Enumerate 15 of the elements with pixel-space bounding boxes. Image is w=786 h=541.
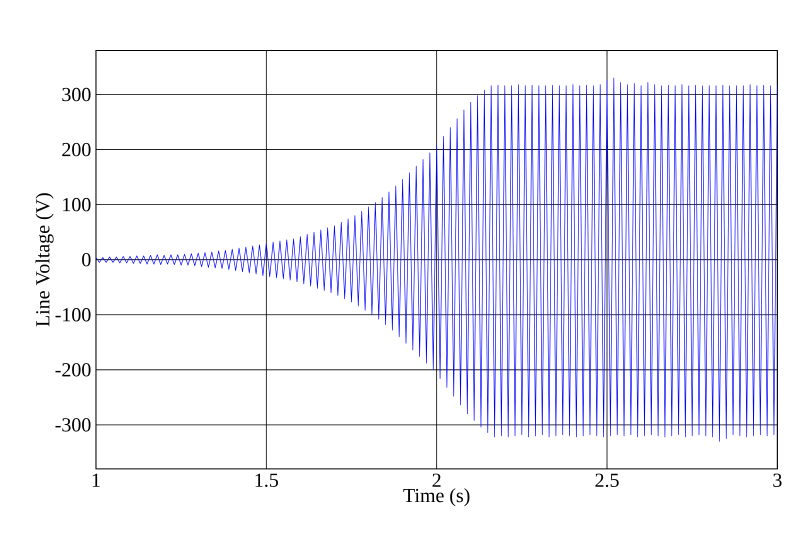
x-tick-label: 3 [773, 474, 782, 488]
x-tick-label: 2.5 [595, 474, 619, 488]
y-tick-label: 0 [82, 253, 91, 266]
x-axis-title: Time (s) [403, 488, 470, 506]
y-tick-label: -300 [56, 418, 91, 432]
line-series [96, 78, 778, 442]
y-tick-label: 200 [62, 142, 91, 156]
y-tick-label: -100 [56, 308, 91, 322]
y-axis-title: Line Voltage (V) [36, 193, 54, 326]
y-tick-label: -200 [56, 363, 91, 377]
y-tick-label: 100 [63, 198, 91, 212]
y-tick-label: 300 [62, 88, 91, 102]
x-tick-label: 2 [432, 474, 441, 487]
x-tick-label: 1 [92, 474, 100, 487]
x-tick-label: 1.5 [256, 474, 278, 488]
